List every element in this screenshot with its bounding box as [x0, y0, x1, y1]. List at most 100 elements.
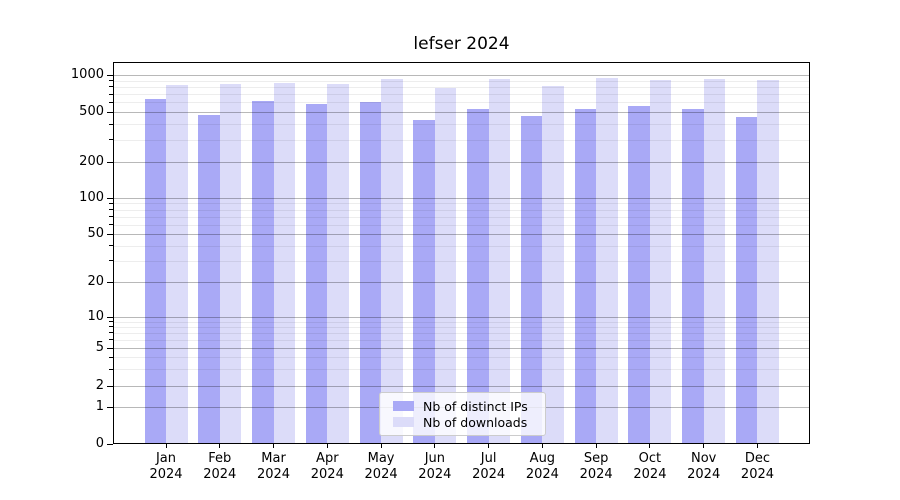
legend: Nb of distinct IPs Nb of downloads [379, 392, 546, 436]
bar-distinct-ips-apr [305, 104, 328, 444]
x-axis-tick [219, 444, 221, 448]
plot-area [113, 62, 810, 444]
y-axis-tick-label: 50 [87, 226, 104, 241]
bar-distinct-ips-dec [735, 117, 758, 444]
legend-label-distinct-ips: Nb of distinct IPs [423, 398, 528, 414]
y-axis-tick-label: 0 [95, 436, 104, 451]
bar-downloads-jan [166, 84, 188, 444]
bar-downloads-nov [703, 79, 726, 444]
bar-downloads-jul [488, 79, 511, 444]
major-gridline [113, 317, 810, 318]
y-axis-minor-tick [109, 202, 113, 204]
minor-gridline [113, 209, 810, 211]
y-axis-tick [107, 443, 113, 445]
minor-gridline [113, 80, 810, 82]
bar-distinct-ips-jul [467, 109, 489, 444]
y-axis-tick [107, 233, 113, 235]
x-axis-tick-label: Nov 2024 [672, 451, 736, 483]
y-axis-minor-tick [109, 209, 113, 211]
y-axis-minor-tick [109, 86, 113, 88]
bar-distinct-ips-feb [198, 115, 220, 444]
x-tick-year: 2024 [310, 467, 344, 482]
y-axis-minor-tick [109, 216, 113, 218]
y-axis-tick-label: 2 [95, 378, 104, 393]
y-axis-tick [107, 74, 113, 76]
bar-distinct-ips-jan [144, 99, 166, 444]
minor-gridline [113, 339, 810, 341]
minor-gridline [113, 357, 810, 359]
y-axis-tick-label: 1 [95, 399, 104, 414]
y-axis-tick [107, 406, 113, 408]
y-axis-tick-label: 200 [79, 154, 104, 169]
major-gridline [113, 386, 810, 387]
y-axis-minor-tick [109, 93, 113, 95]
x-tick-month: Jul [480, 451, 497, 466]
x-tick-year: 2024 [203, 467, 237, 482]
bar-distinct-ips-mar [252, 100, 274, 444]
minor-gridline [113, 86, 810, 88]
x-tick-month: Nov [691, 451, 717, 466]
y-axis-tick-label: 20 [87, 274, 104, 289]
bar-downloads-sep [596, 77, 618, 444]
y-axis-minor-tick [109, 101, 113, 103]
legend-item-distinct-ips: Nb of distinct IPs [393, 398, 537, 414]
major-gridline [113, 162, 810, 163]
x-tick-month: Feb [208, 451, 232, 466]
y-axis-minor-tick [109, 123, 113, 125]
x-tick-year: 2024 [633, 467, 667, 482]
x-tick-month: Mar [261, 451, 286, 466]
x-axis-tick-label: Sep 2024 [564, 451, 628, 483]
y-axis-tick-label: 1000 [70, 67, 104, 82]
x-tick-year: 2024 [364, 467, 398, 482]
minor-gridline [113, 139, 810, 141]
bar-downloads-feb [219, 84, 242, 444]
major-gridline [113, 112, 810, 113]
bar-downloads-may [381, 79, 403, 444]
y-axis-minor-tick [109, 368, 113, 370]
legend-item-downloads: Nb of downloads [393, 414, 537, 430]
y-axis-tick [107, 385, 113, 387]
x-tick-year: 2024 [472, 467, 506, 482]
y-axis-tick [107, 197, 113, 199]
x-tick-month: Apr [316, 451, 339, 466]
minor-gridline [113, 326, 810, 328]
x-axis-tick [326, 444, 328, 448]
x-axis-tick [703, 444, 705, 448]
x-tick-month: Dec [744, 451, 771, 466]
x-axis-tick [756, 444, 758, 448]
major-gridline [113, 234, 810, 235]
minor-gridline [113, 369, 810, 371]
minor-gridline [113, 94, 810, 96]
y-axis-tick [107, 111, 113, 113]
bar-downloads-aug [542, 85, 564, 444]
y-axis-minor-tick [109, 80, 113, 82]
bar-distinct-ips-aug [520, 115, 543, 444]
legend-label-downloads: Nb of downloads [423, 414, 528, 430]
x-axis-tick [165, 444, 167, 448]
x-tick-month: Oct [638, 451, 662, 466]
minor-gridline [113, 102, 810, 104]
minor-gridline [113, 332, 810, 334]
y-axis-minor-tick [109, 332, 113, 334]
x-axis-tick [541, 444, 543, 448]
y-axis-tick-label: 100 [79, 190, 104, 205]
x-tick-month: Aug [529, 451, 556, 466]
minor-gridline [113, 203, 810, 205]
bar-distinct-ips-oct [628, 105, 650, 444]
minor-gridline [113, 321, 810, 323]
x-tick-year: 2024 [149, 467, 183, 482]
x-tick-month: Jun [424, 451, 445, 466]
y-axis-tick [107, 161, 113, 163]
x-tick-year: 2024 [525, 467, 559, 482]
bar-downloads-apr [327, 83, 349, 444]
x-axis-tick [595, 444, 597, 448]
y-axis-minor-tick [109, 224, 113, 226]
x-tick-year: 2024 [418, 467, 452, 482]
y-axis-minor-tick [109, 326, 113, 328]
minor-gridline [113, 245, 810, 247]
x-tick-month: Jan [155, 451, 177, 466]
bar-downloads-dec [757, 80, 779, 444]
bar-distinct-ips-nov [682, 108, 704, 444]
y-axis-tick [107, 316, 113, 318]
y-axis-minor-tick [109, 356, 113, 358]
